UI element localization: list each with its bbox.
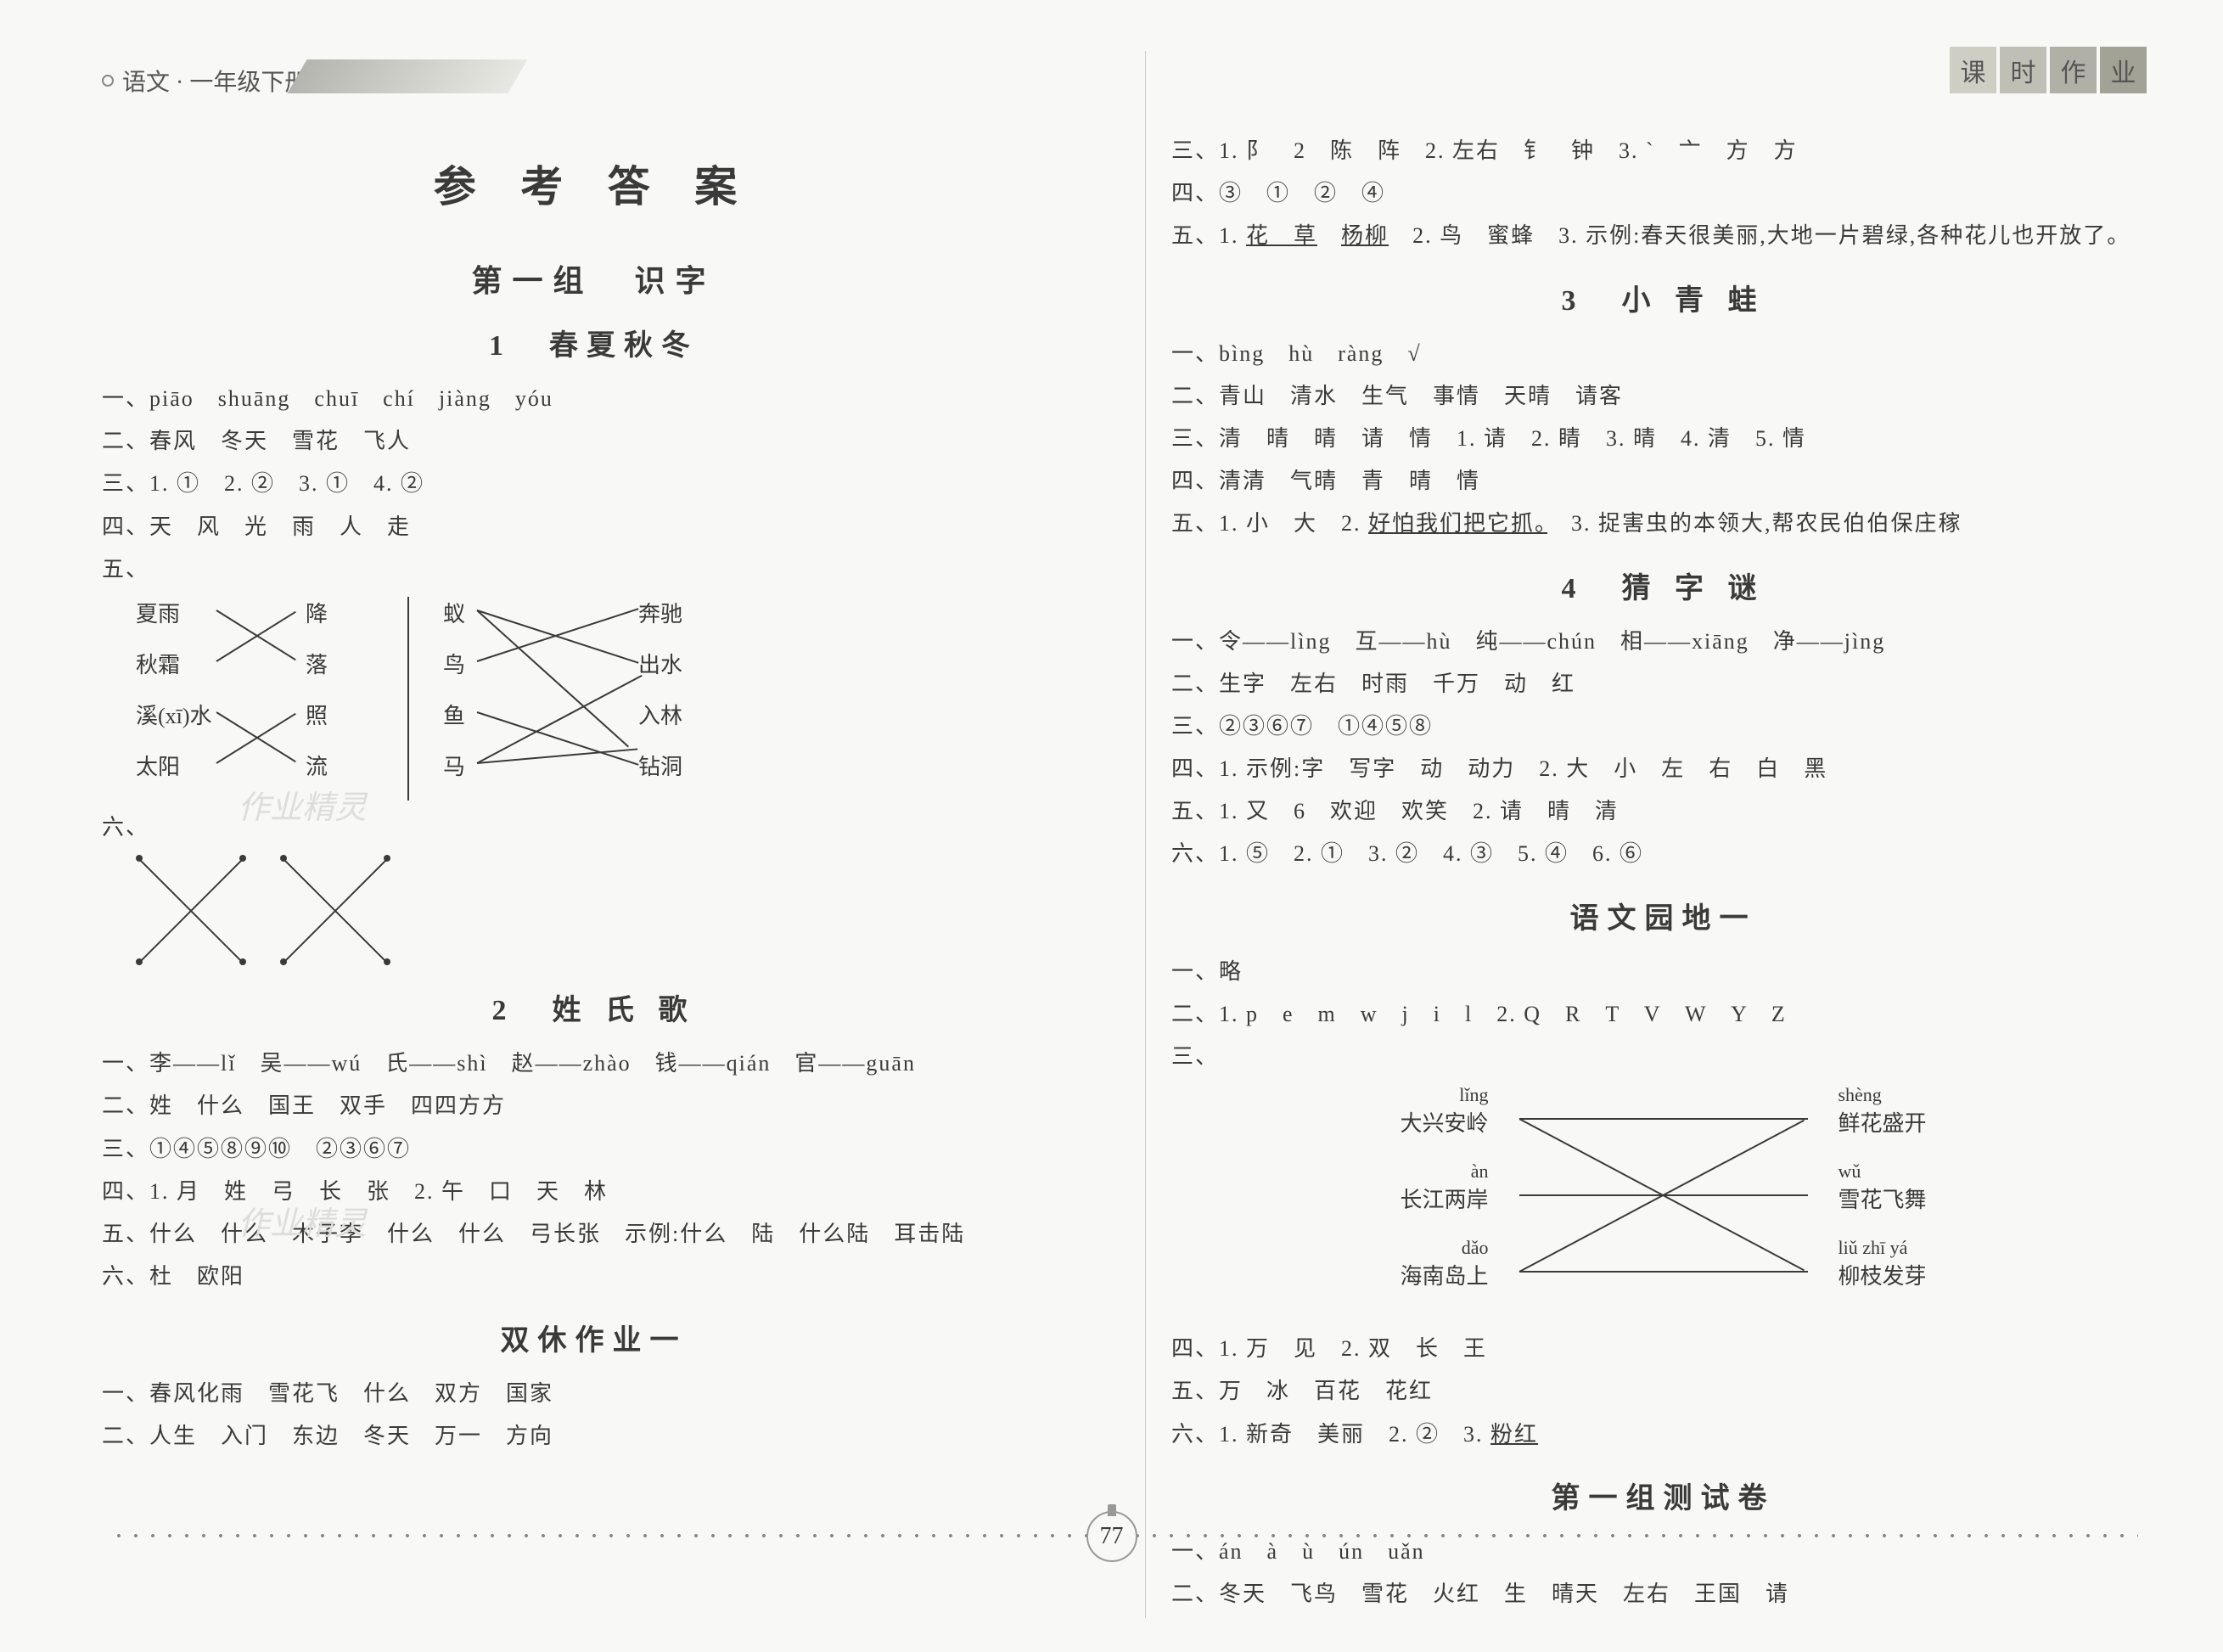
l3-line-3: 三、清 晴 晴 请 情 1. 请 2. 睛 3. 晴 4. 清 5. 情 (1171, 420, 2155, 458)
footer: 77 (0, 1511, 2223, 1562)
sd-line (476, 610, 629, 747)
l1-line-5: 五、 (102, 551, 1086, 588)
l3-line-5: 五、1. 小 大 2. 好怕我们把它抓。 3. 捉害虫的本领大,帮农民伯伯保庄稼 (1171, 505, 2155, 542)
header-box-2: 时 (2000, 47, 2046, 93)
right-column: 三、1. 阝 2 陈 阵 2. 左右 钅 钟 3. ` 亠 方 方 四、③ ① … (1145, 51, 2155, 1618)
md-l2-txt: 长江两岸 (1401, 1183, 1489, 1214)
lesson-3-title: 3 小 青 蛙 (1171, 277, 2155, 318)
l1-line-1: 一、piāo shuāng chuī chí jiàng yóu (102, 380, 1086, 418)
l3-line-1: 一、bìng hù ràng √ (1171, 335, 2155, 373)
md-l1-txt: 大兴安岭 (1401, 1106, 1489, 1138)
md-line (1519, 1271, 1808, 1273)
l1-line-4: 四、天 风 光 雨 人 走 (102, 509, 1086, 546)
cross-diagram-left: 夏雨 秋霜 溪(xī)水 太阳 降 落 照 流 (136, 597, 373, 801)
left-column: 参 考 答 案 第一组 识字 1 春夏秋冬 一、piāo shuāng chuī… (102, 51, 1111, 1618)
sd-l1: 蚁 (443, 597, 465, 628)
header-decorative-bar (287, 59, 527, 93)
test-title: 第一组测试卷 (1171, 1475, 2155, 1516)
l4-line-1: 一、令——lìng 互——hù 纯——chún 相——xiāng 净——jìng (1171, 623, 2155, 660)
sd-t2: 出水 (638, 648, 682, 679)
match-diagram: lǐng 大兴安岭 àn 长江两岸 dǎo 海南岛上 shèng 鲜花盛开 wǔ… (1401, 1084, 1927, 1322)
cd-l4: 太阳 (136, 750, 180, 781)
lesson-2-title: 2 姓 氏 歌 (102, 986, 1086, 1028)
sd-l4: 马 (443, 750, 465, 781)
xx-diagram (136, 855, 1086, 965)
r-top-3: 五、1. 花 草 杨柳 2. 鸟 蜜蜂 3. 示例:春天很美丽,大地一片碧绿,各… (1171, 217, 2155, 255)
xx-box-2 (280, 855, 390, 965)
cross-diagram-row: 夏雨 秋霜 溪(xī)水 太阳 降 落 照 流 蚁 鸟 鱼 马 奔驰 出水 (136, 597, 1086, 801)
l4-line-6: 六、1. ⑤ 2. ① 3. ② 4. ③ 5. ④ 6. ⑥ (1171, 835, 2155, 873)
lesson-4-title: 4 猜 字 谜 (1171, 565, 2155, 606)
star-diagram-right: 蚁 鸟 鱼 马 奔驰 出水 入林 钻洞 (443, 597, 749, 801)
yd2-line-2: 五、万 冰 百花 花红 (1171, 1373, 2155, 1410)
sd-t3: 入林 (638, 699, 682, 730)
sd-l3: 鱼 (443, 699, 465, 730)
l4-line-4: 四、1. 示例:字 写字 动 动力 2. 大 小 左 右 白 黑 (1171, 750, 2155, 788)
sd-t4: 钻洞 (638, 750, 682, 781)
cd-t3: 照 (306, 699, 328, 730)
header-box-3: 作 (2050, 47, 2097, 93)
sd-t1: 奔驰 (638, 597, 682, 628)
l1-line-6: 六、 (102, 809, 1086, 846)
md-r1-py: shèng (1838, 1084, 1926, 1106)
l1-line-3: 三、1. ① 2. ② 3. ① 4. ② (102, 465, 1086, 503)
l4-line-3: 三、②③⑥⑦ ①④⑤⑧ (1171, 708, 2155, 745)
md-l3-py: dǎo (1401, 1237, 1489, 1259)
yd-line-2: 二、1. p e m w j i l 2. Q R T V W Y Z (1171, 996, 2155, 1033)
r-top-2: 四、③ ① ② ④ (1171, 175, 2155, 212)
hw1-line-2: 二、人生 入门 东边 冬天 万一 方向 (102, 1418, 1086, 1455)
md-r2-py: wǔ (1838, 1160, 1926, 1183)
md-r2-txt: 雪花飞舞 (1838, 1183, 1926, 1214)
yd-line-3: 三、 (1171, 1038, 2155, 1076)
md-l3-txt: 海南岛上 (1401, 1259, 1489, 1290)
l2-line-1: 一、李——lǐ 吴——wú 氏——shì 赵——zhào 钱——qián 官——… (102, 1045, 1086, 1082)
hw1-line-1: 一、春风化雨 雪花飞 什么 双方 国家 (102, 1375, 1086, 1413)
header-bullet (102, 75, 114, 87)
l2-line-4: 四、1. 月 姓 弓 长 张 2. 午 口 天 林 (102, 1173, 1086, 1211)
yd2-line-3: 六、1. 新奇 美丽 2. ② 3. 粉红 (1171, 1416, 2155, 1453)
header-right-badge: 课 时 作 业 (1950, 47, 2147, 93)
l3-line-2: 二、青山 清水 生气 事情 天晴 请客 (1171, 378, 2155, 415)
header-subject-text: 语文 · 一年级下册 (122, 64, 308, 98)
sd-line (477, 610, 639, 664)
cd-l1: 夏雨 (136, 597, 180, 628)
main-title: 参 考 答 案 (102, 153, 1086, 214)
md-r3-py: liǔ zhī yá (1838, 1237, 1926, 1259)
l3-line-4: 四、清清 气晴 青 晴 情 (1171, 463, 2155, 500)
cd-l3: 溪(xī)水 (136, 699, 212, 730)
header-box-4: 业 (2100, 47, 2147, 93)
yd2-line-1: 四、1. 万 见 2. 双 长 王 (1171, 1330, 2155, 1368)
md-line (1519, 1118, 1808, 1120)
vertical-divider (407, 597, 409, 801)
md-r1-txt: 鲜花盛开 (1838, 1106, 1926, 1138)
l1-line-2: 二、春风 冬天 雪花 飞人 (102, 423, 1086, 460)
xx-box-1 (136, 855, 246, 965)
cd-t2: 落 (306, 648, 328, 679)
section-1-title: 第一组 识字 (102, 256, 1086, 301)
homework-1-title: 双休作业一 (102, 1317, 1086, 1358)
yuandi-title: 语文园地一 (1171, 895, 2155, 936)
page-content: 参 考 答 案 第一组 识字 1 春夏秋冬 一、piāo shuāng chuī… (0, 0, 2223, 1652)
yd-line-1: 一、略 (1171, 953, 2155, 991)
l4-line-2: 二、生字 左右 时雨 千万 动 红 (1171, 666, 2155, 703)
md-l1-py: lǐng (1401, 1084, 1489, 1106)
l4-line-5: 五、1. 又 6 欢迎 欢笑 2. 请 晴 清 (1171, 793, 2155, 830)
cd-t1: 降 (306, 597, 328, 628)
l2-line-3: 三、①④⑤⑧⑨⑩ ②③⑥⑦ (102, 1131, 1086, 1168)
cd-l2: 秋霜 (136, 648, 180, 679)
test-line-2: 二、冬天 飞鸟 雪花 火红 生 晴天 左右 王国 请 (1171, 1576, 2155, 1613)
r-top-1: 三、1. 阝 2 陈 阵 2. 左右 钅 钟 3. ` 亠 方 方 (1171, 132, 2155, 170)
l2-line-2: 二、姓 什么 国王 双手 四四方方 (102, 1087, 1086, 1125)
l2-line-6: 六、杜 欧阳 (102, 1258, 1086, 1295)
header-subject: 语文 · 一年级下册 (102, 64, 308, 98)
header-box-1: 课 (1950, 47, 1996, 93)
md-l2-py: àn (1401, 1160, 1489, 1183)
page-number: 77 (1086, 1511, 1137, 1562)
cd-t4: 流 (306, 750, 328, 781)
md-r3-txt: 柳枝发芽 (1838, 1259, 1926, 1290)
sd-l2: 鸟 (443, 648, 465, 679)
l2-line-5: 五、什么 什么 木子李 什么 什么 弓长张 示例:什么 陆 什么陆 耳击陆 (102, 1216, 1086, 1253)
lesson-1-title: 1 春夏秋冬 (102, 322, 1086, 363)
